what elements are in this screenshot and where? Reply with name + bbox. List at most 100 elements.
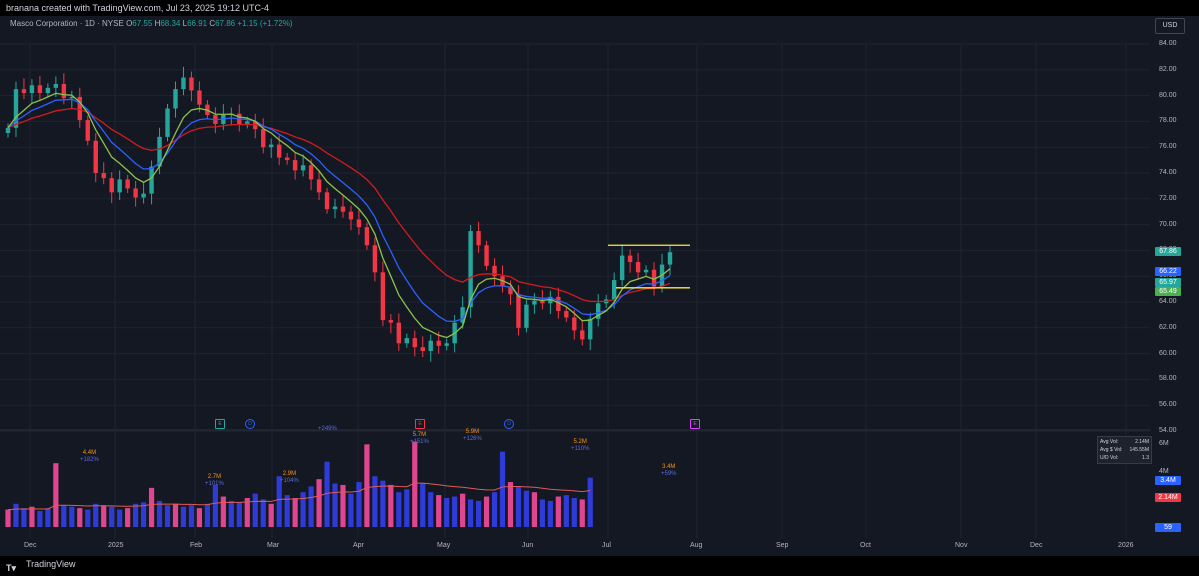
volume-axis-label: 6M: [1159, 440, 1169, 447]
candle-body: [643, 269, 649, 273]
candle-body: [500, 276, 505, 287]
candle-body: [572, 317, 577, 331]
volume-bar: [300, 492, 306, 527]
volume-bar: [491, 492, 498, 527]
candle-body: [29, 85, 35, 94]
candle-body: [109, 178, 114, 193]
volume-bar: [164, 505, 171, 527]
volume-bar: [436, 495, 442, 527]
price-axis-label: 56.00: [1159, 401, 1177, 409]
candle-body: [428, 340, 433, 352]
price-tag: 66.22: [1155, 267, 1181, 276]
volume-bar: [571, 498, 577, 527]
volume-bar: [372, 476, 378, 527]
candle-body: [524, 304, 529, 328]
candle-body: [181, 77, 186, 90]
candle-body: [508, 286, 513, 295]
ud-vol: 1.3: [1142, 455, 1149, 461]
footer-brand[interactable]: TradingView: [26, 559, 76, 569]
time-axis-label: 2026: [1118, 542, 1134, 549]
candle-body: [165, 108, 170, 137]
volume-bar: [420, 483, 426, 527]
candle-body: [13, 89, 19, 128]
tradingview-logo-icon[interactable]: T▾: [6, 563, 17, 573]
price-axis-label: 84.00: [1159, 40, 1177, 47]
volume-annotation: 5.7M +151%: [410, 432, 429, 445]
volume-bar: [555, 496, 561, 527]
volume-bar: [125, 508, 131, 527]
candle-body: [61, 83, 67, 99]
volume-bar: [579, 499, 585, 527]
time-axis-label: Dec: [1030, 542, 1043, 549]
price-axis-label: 82.00: [1159, 65, 1177, 73]
footer: T▾ TradingView: [0, 556, 1199, 573]
earnings-marker-icon[interactable]: E: [415, 419, 425, 429]
time-axis-label: Mar: [267, 542, 280, 549]
volume-bar: [244, 498, 250, 527]
dividend-marker-icon[interactable]: D: [504, 419, 514, 429]
candle-body: [348, 211, 354, 220]
volume-bar: [587, 477, 593, 527]
volume-bar: [308, 486, 314, 527]
low-value: 66.91: [187, 19, 208, 28]
currency-button[interactable]: USD: [1155, 18, 1185, 34]
price-axis-label: 72.00: [1159, 194, 1177, 202]
earnings-marker-icon[interactable]: E: [690, 419, 700, 429]
symbol-name[interactable]: Masco Corporation · 1D · NYSE: [10, 19, 124, 28]
candle-body: [173, 89, 178, 109]
price-axis-label: 54.00: [1159, 427, 1177, 434]
candle-body: [580, 330, 585, 340]
volume-bar: [475, 500, 482, 527]
volume-bar: [348, 493, 354, 527]
volume-bar: [53, 463, 59, 527]
price-axis-label: 64.00: [1159, 298, 1177, 305]
candle-body: [627, 255, 633, 263]
volume-tag: 59: [1155, 523, 1181, 532]
candle-body: [356, 219, 362, 228]
candle-body: [540, 300, 545, 304]
candle-body: [396, 322, 402, 344]
candle-body: [117, 179, 122, 193]
candle-body: [69, 96, 75, 99]
volume-bar: [563, 495, 569, 527]
candle-body: [157, 136, 162, 167]
candle-body: [372, 245, 378, 273]
price-axis-label: 62.00: [1159, 323, 1177, 331]
volume-bar: [499, 451, 506, 527]
candle-body: [340, 206, 346, 212]
volume-bar: [332, 483, 338, 527]
time-axis-label: Sep: [776, 542, 789, 549]
earnings-marker-icon[interactable]: E: [215, 419, 225, 429]
ema-mid-line: [7, 98, 671, 323]
candle-body: [460, 307, 465, 323]
ema-fast-line: [7, 92, 671, 339]
volume-bar: [228, 500, 234, 527]
price-tag: 67.86: [1155, 247, 1181, 256]
volume-bar: [236, 502, 242, 527]
price-axis-label: 76.00: [1159, 143, 1177, 151]
volume-bar: [13, 503, 19, 527]
price-axis-label: 80.00: [1159, 91, 1177, 99]
volume-bar: [316, 479, 322, 527]
volume-bar: [37, 511, 43, 527]
price-axis-label: 60.00: [1159, 349, 1177, 357]
candle-body: [324, 192, 330, 210]
price-tag: 65.97: [1155, 278, 1181, 287]
volume-annotation: 2.7M +101%: [205, 474, 224, 487]
volume-bar: [523, 490, 530, 527]
candle-body: [532, 300, 537, 305]
candle-body: [245, 121, 250, 124]
dividend-marker-icon[interactable]: D: [245, 419, 255, 429]
time-axis-label: Dec: [24, 542, 37, 549]
volume-bar: [204, 503, 210, 527]
volume-bar: [109, 506, 115, 527]
candle-body: [133, 188, 138, 198]
candle-body: [276, 144, 282, 158]
candle-body: [189, 77, 194, 91]
candle-body: [596, 303, 601, 319]
candle-body: [564, 311, 569, 318]
candle-body: [37, 85, 43, 94]
candle-body: [588, 318, 593, 340]
